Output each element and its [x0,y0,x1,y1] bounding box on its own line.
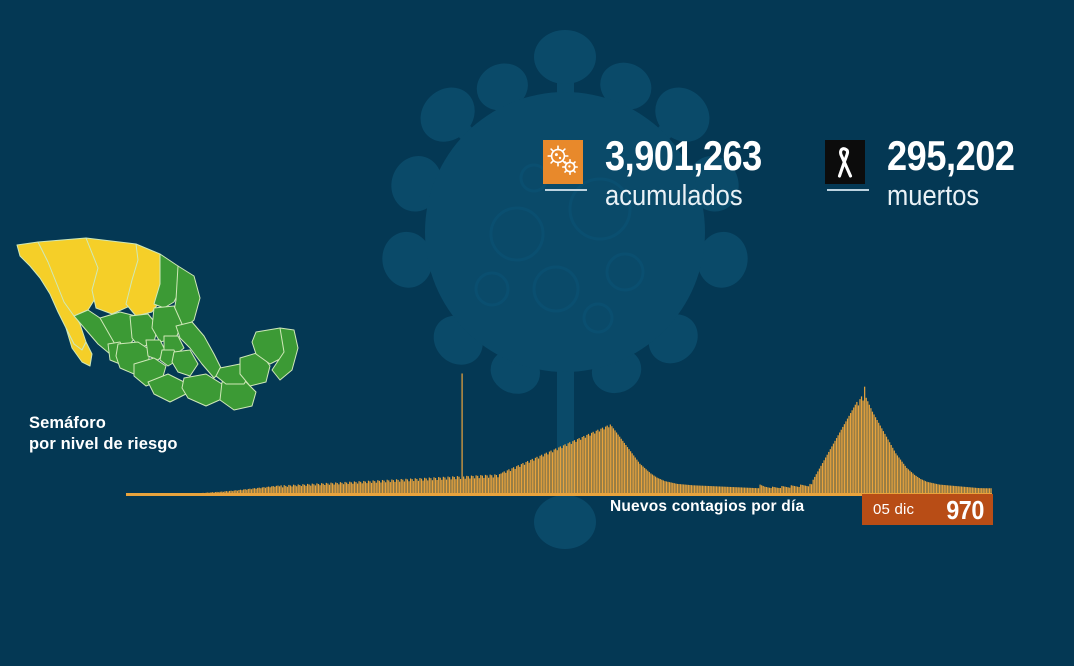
mourning-ribbon-badge-icon [825,140,871,191]
chart-caption: Nuevos contagios por día [610,498,805,515]
daily-cases-bar-chart [126,370,992,495]
daily-badge-value: 970 [946,495,984,525]
coronavirus-badge-icon [543,140,589,191]
state-puebla [171,349,199,377]
mexico-risk-map [8,232,304,422]
daily-new-cases-badge: 05 dic 970 [862,494,993,525]
semaforo-legend-title: Semáforo por nivel de riesgo [29,414,178,453]
cases-icon-underline [545,189,587,191]
deaths-icon-underline [827,189,869,191]
daily-badge-date: 05 dic [873,501,915,518]
deaths-label: muertos [887,179,980,212]
chart-baseline [126,493,992,496]
accumulated-cases-counter: 3,901,263 acumulados [543,132,787,212]
accumulated-cases-label: acumulados [605,179,743,212]
state-oaxaca [181,373,225,407]
state-quintana-roo [271,327,299,381]
accumulated-cases-value: 3,901,263 [605,132,762,179]
deaths-value: 295,202 [887,132,1015,179]
state-baja-california-sur [65,327,93,367]
deaths-counter: 295,202 muertos [825,132,1035,212]
